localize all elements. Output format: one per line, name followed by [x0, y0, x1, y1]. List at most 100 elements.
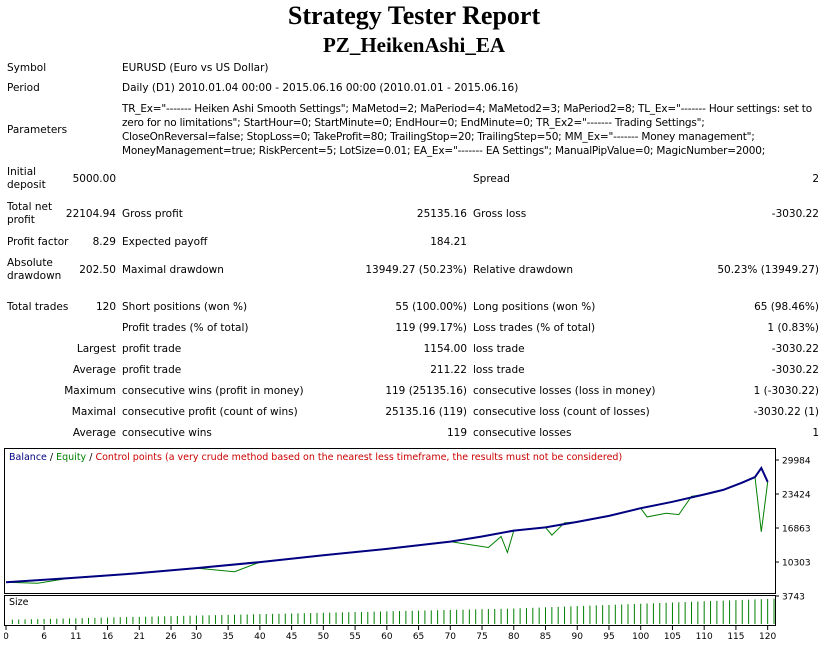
max-cons-losses-value: 1 (-3030.22) [753, 385, 819, 397]
average-loss-value: -3030.22 [771, 364, 819, 376]
avg-cons-wins-value: 119 [446, 427, 467, 439]
x-tick-label: 60 [381, 632, 393, 642]
initial-deposit-value: 5000.00 [72, 173, 116, 185]
x-tick-label: 80 [508, 632, 520, 642]
relative-drawdown-value: 50.23% (13949.27) [717, 264, 819, 276]
x-tick-label: 110 [696, 632, 713, 642]
y-tick-label: 3743 [782, 593, 805, 603]
average-label: Average [72, 364, 116, 376]
legend-sep1: / [47, 452, 56, 463]
report-title: Strategy Tester Report [287, 1, 541, 30]
initial-deposit-label: Initial deposit [7, 166, 46, 191]
short-positions-value: 55 (100.00%) [395, 301, 467, 313]
avg-cons-losses-value: 1 [812, 427, 819, 439]
x-tick-label: 75 [476, 632, 487, 642]
profit-trades-label: Profit trades (% of total) [122, 322, 249, 334]
total-net-profit-value: 22104.94 [65, 208, 116, 220]
x-tick-label: 40 [254, 632, 266, 642]
avg-cons-losses-label: consecutive losses [473, 427, 572, 439]
maximal-cons-loss-label: consecutive loss (count of losses) [473, 406, 650, 418]
x-tick-label: 100 [632, 632, 649, 642]
chart-legend: Balance / Equity / Control points (a ver… [9, 452, 622, 463]
gross-profit-value: 25135.16 [416, 208, 467, 220]
legend-equity: Equity [56, 452, 86, 463]
spread-label: Spread [473, 173, 510, 185]
symbol-label: Symbol [7, 62, 47, 74]
long-positions-label: Long positions (won %) [473, 301, 596, 313]
symbol-value: EURUSD (Euro vs US Dollar) [122, 62, 269, 74]
gross-loss-label: Gross loss [473, 208, 527, 220]
report-subtitle: PZ_HeikenAshi_EA [322, 33, 506, 57]
average-loss-label: loss trade [473, 364, 525, 376]
x-tick-label: 65 [413, 632, 424, 642]
absolute-drawdown-value: 202.50 [79, 264, 116, 276]
long-positions-value: 65 (98.46%) [754, 301, 819, 313]
y-tick-label: 10303 [782, 559, 811, 569]
x-tick-label: 0 [4, 632, 9, 642]
relative-drawdown-label: Relative drawdown [473, 264, 574, 276]
short-positions-label: Short positions (won %) [122, 301, 248, 313]
x-tick-label: 16 [102, 632, 114, 642]
largest-profit-value: 1154.00 [423, 343, 467, 355]
parameters-value: TR_Ex="------- Heiken Ashi Smooth Settin… [122, 103, 812, 157]
period-value: Daily (D1) 2010.01.04 00:00 - 2015.06.16… [122, 82, 519, 94]
y-tick-label: 16863 [782, 525, 811, 535]
x-tick-label: 55 [349, 632, 360, 642]
largest-loss-label: loss trade [473, 343, 525, 355]
average-profit-value: 211.22 [430, 364, 467, 376]
balance-chart: Balance / Equity / Control points (a ver… [4, 448, 824, 645]
x-tick-label: 115 [727, 632, 744, 642]
x-tick-label: 90 [572, 632, 584, 642]
x-tick-label: 120 [759, 632, 776, 642]
x-tick-label: 30 [191, 632, 203, 642]
maximal-label: Maximal [71, 406, 116, 418]
expected-payoff-label: Expected payoff [122, 236, 208, 248]
max-cons-losses-label: consecutive losses (loss in money) [473, 385, 656, 397]
gross-profit-label: Gross profit [122, 208, 183, 220]
gross-loss-value: -3030.22 [771, 208, 819, 220]
x-tick-label: 6 [41, 632, 47, 642]
main-plot-frame [4, 448, 776, 594]
average-profit-label: profit trade [122, 364, 182, 376]
total-trades-value: 120 [95, 301, 116, 313]
chart-svg: Balance / Equity / Control points (a ver… [4, 448, 811, 642]
x-tick-label: 35 [222, 632, 233, 642]
maximum-label: Maximum [64, 385, 116, 397]
x-tick-label: 70 [445, 632, 457, 642]
maximal-cons-loss-value: -3030.22 (1) [753, 406, 819, 418]
x-tick-label: 21 [134, 632, 145, 642]
max-cons-wins-value: 119 (25135.16) [385, 385, 467, 397]
largest-label: Largest [76, 343, 116, 355]
balance-line [5, 465, 769, 584]
maximal-drawdown-value: 13949.27 (50.23%) [365, 264, 467, 276]
x-tick-label: 45 [286, 632, 297, 642]
total-net-profit-label: Total net profit [7, 201, 53, 226]
spread-value: 2 [812, 173, 819, 185]
y-tick-label: 29984 [782, 457, 811, 467]
avg-cons-wins-label: consecutive wins [122, 427, 212, 439]
total-trades-label: Total trades [7, 301, 69, 313]
largest-profit-label: profit trade [122, 343, 182, 355]
loss-trades-label: Loss trades (% of total) [473, 322, 596, 334]
x-tick-label: 50 [318, 632, 330, 642]
x-tick-label: 11 [70, 632, 81, 642]
x-tick-label: 105 [664, 632, 681, 642]
legend-control-points: Control points (a very crude method base… [95, 452, 622, 463]
profit-factor-label: Profit factor [7, 236, 69, 248]
maximal-drawdown-label: Maximal drawdown [122, 264, 224, 276]
x-tick-label: 85 [540, 632, 551, 642]
expected-payoff-value: 184.21 [430, 236, 467, 248]
loss-trades-value: 1 (0.83%) [767, 322, 819, 334]
legend-balance: Balance [9, 452, 47, 463]
avg-label: Average [72, 427, 116, 439]
profit-trades-value: 119 (99.17%) [395, 322, 467, 334]
max-cons-wins-label: consecutive wins (profit in money) [122, 385, 304, 397]
maximal-cons-profit-label: consecutive profit (count of wins) [122, 406, 298, 418]
period-label: Period [7, 82, 40, 94]
absolute-drawdown-label: Absolute drawdown [7, 257, 62, 282]
parameters-label: Parameters [7, 124, 68, 136]
x-tick-label: 26 [165, 632, 177, 642]
x-tick-label: 95 [603, 632, 614, 642]
legend-sep2: / [86, 452, 95, 463]
maximal-cons-profit-value: 25135.16 (119) [385, 406, 467, 418]
